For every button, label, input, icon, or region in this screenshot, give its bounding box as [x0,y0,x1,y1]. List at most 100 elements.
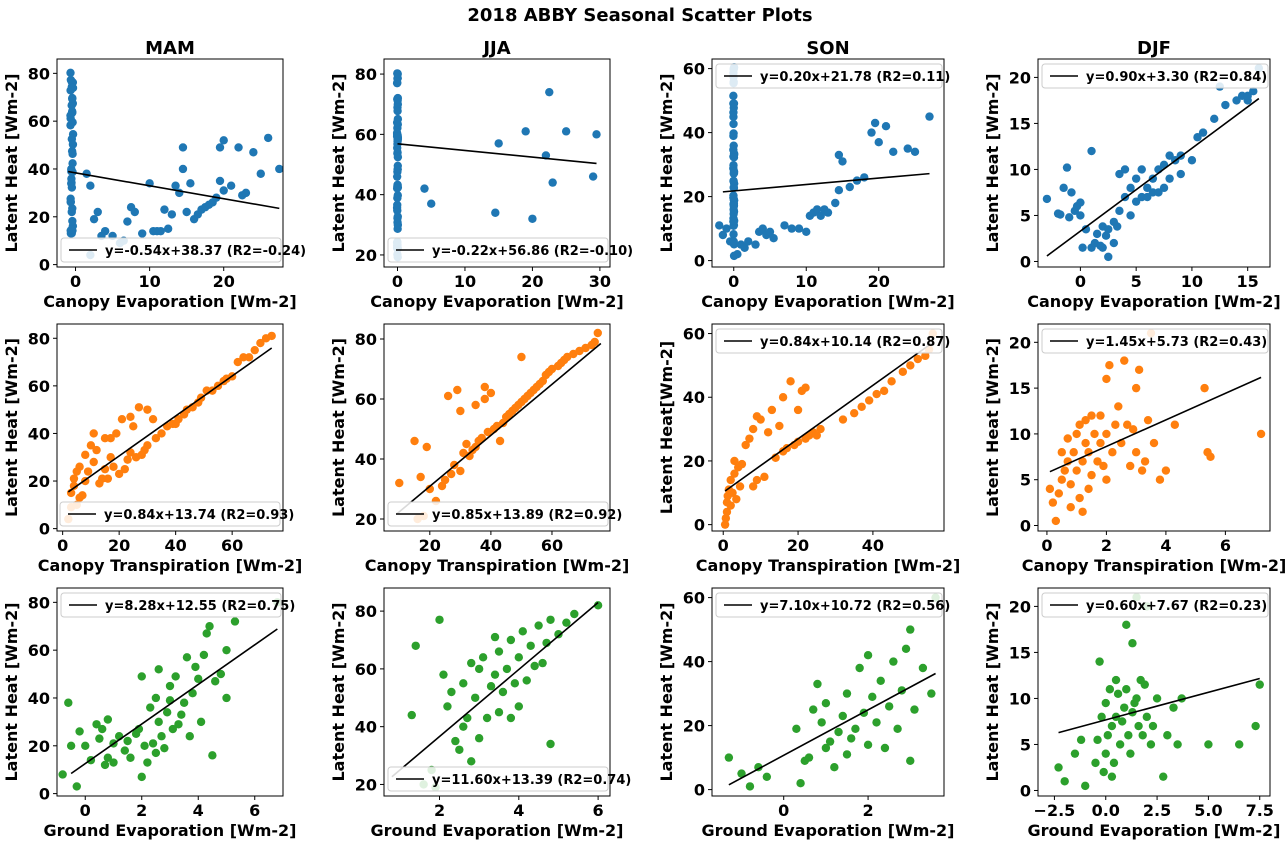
legend-box [1041,63,1269,89]
data-point [477,433,486,443]
data-point [729,119,738,129]
data-point [809,705,818,714]
data-point [495,436,505,446]
data-point [393,94,402,104]
data-point [737,769,746,778]
data-point [393,161,402,171]
data-point [1096,411,1105,420]
data-point [729,201,739,210]
data-point [490,670,500,679]
data-point [1117,717,1127,726]
data-point [1148,721,1158,731]
data-point [1111,675,1121,685]
data-point [179,698,189,707]
y-tick-label: 20 [683,717,705,736]
data-point [1122,620,1131,630]
data-point [486,388,496,398]
legend-box [387,766,609,792]
data-point [98,724,107,734]
data-point [137,672,146,681]
data-point [1251,721,1260,731]
data-point [160,205,169,214]
legend-box [387,501,609,527]
data-point [392,184,402,193]
data-point [490,632,500,642]
data-point [775,421,784,431]
y-tick-label: 40 [683,388,705,407]
data-point [729,193,738,202]
y-tick-label: 20 [683,188,705,207]
data-point [517,352,526,362]
fit-line [1058,677,1260,734]
data-point [1056,210,1065,219]
plot-area [1042,64,1264,262]
data-point [92,720,101,729]
data-point [185,732,194,741]
data-point [1169,703,1178,712]
data-point [482,713,492,723]
data-point [730,456,739,466]
x-tick-label: 2 [136,801,147,820]
data-point [86,181,95,190]
plot-area [392,69,601,262]
data-point [1087,146,1096,156]
data-point [1120,356,1129,365]
fit-line [722,172,930,193]
data-point [1059,183,1068,193]
data-point [718,230,728,240]
data-point [89,457,98,467]
data-point [393,152,403,162]
y-tick-label: 40 [28,160,50,179]
data-point [1132,694,1141,703]
data-point [748,424,758,434]
legend-label: y=0.90x+3.30 (R2=0.84) [1086,70,1267,85]
data-point [722,507,732,517]
data-point [199,650,209,660]
data-point [1084,484,1093,494]
data-point [100,760,110,770]
data-point [1069,448,1078,457]
data-point [817,718,826,727]
data-point [138,229,147,238]
plot-area [395,328,602,524]
data-point [1159,772,1168,781]
data-point [68,118,77,127]
data-point [867,128,876,137]
data-point [1099,767,1108,777]
data-point [410,436,419,446]
data-point [792,724,801,733]
data-point [1126,461,1135,471]
data-point [741,440,750,450]
data-point [906,625,915,634]
y-tick-label: 0 [694,516,705,535]
plot-area [391,601,603,792]
data-point [726,475,735,485]
data-point [737,459,747,469]
legend-label: y=7.10x+10.72 (R2=0.56) [760,599,950,614]
axes-frame [56,58,284,268]
data-point [913,354,923,364]
x-axis-label: Canopy Transpiration [Wm-2] [1022,556,1286,575]
data-point [838,157,847,166]
data-point [1113,689,1123,699]
y-tick-label: 40 [28,689,50,708]
data-point [1131,448,1141,457]
data-point [494,647,504,656]
legend-label: y=-0.22x+56.86 (R2=-0.10) [432,244,633,259]
x-tick-label: 0 [718,536,729,555]
legend: y=-0.22x+56.86 (R2=-0.10) [387,237,633,263]
data-point [471,400,480,410]
data-point [148,739,158,748]
data-point [522,676,531,685]
data-point [1126,183,1135,193]
data-point [151,693,161,703]
data-point [1072,466,1081,475]
plot-area [1054,593,1264,791]
axes-frame [383,587,611,797]
axes-frame [56,323,284,532]
data-point [1134,721,1143,731]
data-point [729,239,739,249]
data-point [847,734,856,743]
data-point [1206,452,1215,462]
data-point [114,469,124,479]
